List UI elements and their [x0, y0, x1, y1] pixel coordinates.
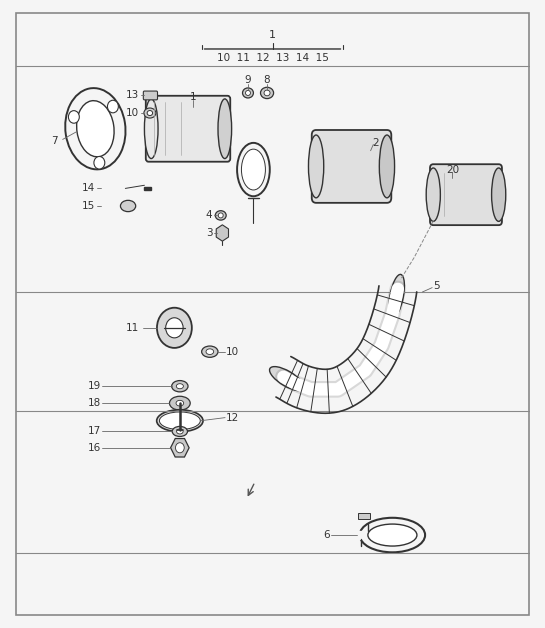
Ellipse shape [492, 168, 506, 221]
Ellipse shape [177, 384, 183, 389]
Ellipse shape [206, 349, 214, 355]
Ellipse shape [218, 99, 232, 158]
Text: 7: 7 [51, 136, 58, 146]
Ellipse shape [379, 135, 395, 198]
Ellipse shape [177, 429, 183, 434]
Ellipse shape [264, 90, 270, 95]
Text: 19: 19 [88, 381, 101, 391]
Ellipse shape [144, 108, 156, 118]
Circle shape [166, 318, 183, 338]
Ellipse shape [241, 149, 265, 190]
Ellipse shape [219, 213, 223, 218]
Text: 10: 10 [226, 347, 239, 357]
Ellipse shape [172, 381, 188, 392]
Text: 2: 2 [373, 138, 379, 148]
Text: 12: 12 [226, 413, 239, 423]
Text: 6: 6 [323, 530, 330, 540]
Text: 11: 11 [126, 323, 139, 333]
Text: 1: 1 [190, 92, 197, 102]
Circle shape [107, 100, 118, 113]
Text: 9: 9 [245, 75, 251, 85]
Ellipse shape [389, 274, 404, 317]
Text: 14: 14 [82, 183, 95, 193]
Ellipse shape [270, 367, 304, 391]
Ellipse shape [261, 87, 274, 99]
Ellipse shape [157, 409, 203, 432]
FancyBboxPatch shape [143, 91, 158, 100]
Ellipse shape [159, 412, 201, 430]
Bar [358, 531, 365, 539]
Text: 16: 16 [88, 443, 101, 453]
Ellipse shape [246, 90, 251, 95]
Ellipse shape [215, 211, 226, 220]
Ellipse shape [202, 346, 218, 357]
FancyBboxPatch shape [430, 165, 502, 225]
Text: 1: 1 [269, 30, 276, 40]
Text: 5: 5 [433, 281, 439, 291]
Ellipse shape [176, 401, 184, 406]
Bar [358, 513, 370, 519]
Text: 18: 18 [88, 398, 101, 408]
Ellipse shape [144, 99, 158, 158]
Ellipse shape [308, 135, 324, 198]
Ellipse shape [169, 396, 190, 410]
Text: 15: 15 [82, 201, 95, 211]
Bar [144, 187, 151, 190]
Circle shape [175, 443, 184, 453]
Text: 8: 8 [264, 75, 270, 85]
Text: 13: 13 [126, 90, 139, 100]
Ellipse shape [243, 88, 253, 98]
Circle shape [69, 111, 80, 123]
Ellipse shape [172, 426, 187, 436]
Ellipse shape [120, 200, 136, 212]
Ellipse shape [77, 100, 114, 157]
Text: 20: 20 [446, 165, 459, 175]
Text: 4: 4 [206, 210, 213, 220]
Ellipse shape [426, 168, 440, 221]
Ellipse shape [147, 111, 153, 116]
Circle shape [157, 308, 192, 348]
Text: 10: 10 [126, 108, 139, 118]
Text: 3: 3 [206, 228, 213, 238]
FancyBboxPatch shape [312, 130, 391, 203]
FancyBboxPatch shape [146, 95, 230, 161]
Ellipse shape [368, 524, 417, 546]
Text: 17: 17 [88, 426, 101, 436]
Text: 10  11  12  13  14  15: 10 11 12 13 14 15 [216, 53, 329, 63]
Circle shape [94, 156, 105, 169]
